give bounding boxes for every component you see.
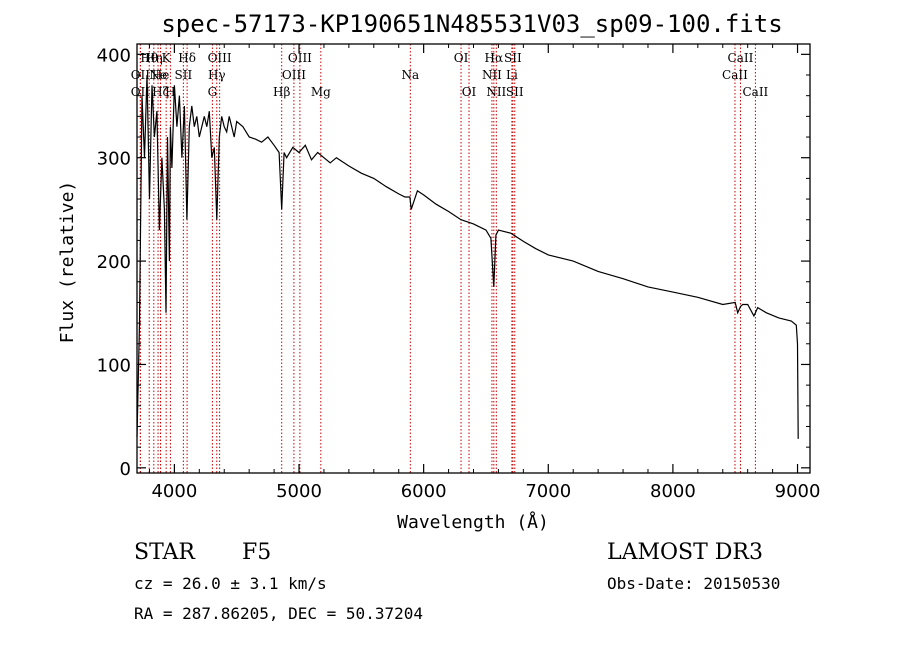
line-label-17: Mg	[311, 85, 331, 99]
spectral-line-markers	[139, 44, 756, 473]
x-tick-label-5: 9000	[775, 481, 821, 502]
line-label-8: H	[165, 85, 175, 99]
line-label-18: Na	[401, 68, 419, 82]
line-label-6: K	[162, 51, 172, 65]
y-tick-label-2: 200	[97, 252, 131, 273]
line-label-7: He	[152, 68, 170, 82]
line-label-24: Li	[506, 68, 518, 82]
x-axis-label: Wavelength (Å)	[397, 511, 549, 533]
line-label-28: CaII	[722, 68, 748, 82]
x-tick-label-3: 7000	[525, 481, 571, 502]
line-label-14: Hβ	[273, 85, 290, 99]
line-label-21: Hα	[485, 51, 504, 65]
line-label-2: OII	[131, 85, 151, 99]
line-label-10: Hδ	[178, 51, 196, 65]
line-label-5: Hζ	[152, 85, 169, 99]
line-label-23: NII	[482, 68, 502, 82]
line-label-29: CaII	[742, 85, 768, 99]
y-tick-label-3: 300	[97, 149, 131, 170]
redshift-cz: cz = 26.0 ± 3.1 km/s	[134, 574, 327, 593]
line-label-19: OI	[454, 51, 469, 65]
y-axis-label: Flux (relative)	[57, 181, 78, 344]
line-label-16: OIII	[282, 68, 306, 82]
line-label-25: NII	[486, 85, 506, 99]
x-tick-label-1: 5000	[276, 481, 322, 502]
spectrum-line	[136, 74, 799, 439]
line-label-26: SII	[506, 85, 524, 99]
object-class: STAR	[134, 540, 196, 565]
obs-date: Obs-Date: 20150530	[607, 574, 780, 593]
y-tick-label-4: 400	[97, 45, 131, 66]
plot-frame	[136, 43, 811, 474]
x-tick-label-2: 6000	[401, 481, 447, 502]
chart-title: spec-57173-KP190651N485531V03_sp09-100.f…	[161, 10, 782, 38]
line-label-13: G	[208, 85, 218, 99]
line-label-9: SII	[175, 68, 193, 82]
line-label-4: Ne	[149, 68, 167, 82]
line-label-15: OIII	[288, 51, 312, 65]
y-tick-label-1: 100	[97, 355, 131, 376]
x-axis-ticks: 4000 5000 6000 7000 8000 9000	[148, 44, 821, 502]
y-tick-label-0: 0	[120, 459, 131, 480]
object-subclass: F5	[242, 540, 271, 565]
line-label-11: OIII	[208, 51, 232, 65]
y-axis-ticks: 0 100 200 300 400	[97, 45, 810, 480]
survey-name: LAMOST DR3	[607, 540, 763, 565]
line-label-27: CaII	[728, 51, 754, 65]
coordinates: RA = 287.86205, DEC = 50.37204	[134, 604, 423, 623]
line-label-3: Hη	[145, 51, 163, 65]
line-label-20: OI	[462, 85, 477, 99]
x-tick-label-4: 8000	[650, 481, 696, 502]
x-tick-label-0: 4000	[151, 481, 197, 502]
line-label-12: Hγ	[208, 68, 226, 82]
line-label-22: SII	[504, 51, 522, 65]
